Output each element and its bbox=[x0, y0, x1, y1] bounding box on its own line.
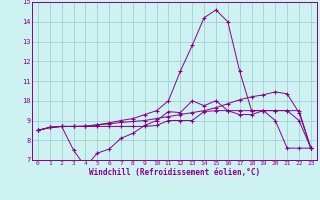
X-axis label: Windchill (Refroidissement éolien,°C): Windchill (Refroidissement éolien,°C) bbox=[89, 168, 260, 177]
